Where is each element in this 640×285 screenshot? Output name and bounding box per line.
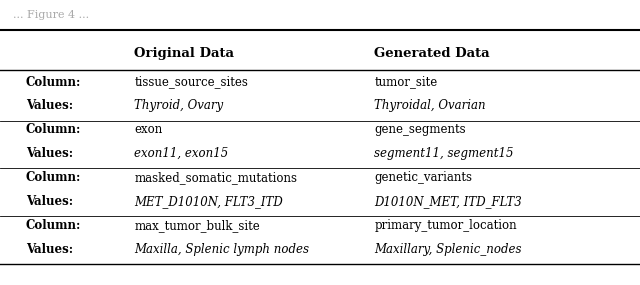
Text: Column:: Column: (26, 76, 81, 89)
Text: Maxillary, Splenic_nodes: Maxillary, Splenic_nodes (374, 243, 522, 256)
Text: Original Data: Original Data (134, 47, 234, 60)
Text: Column:: Column: (26, 123, 81, 137)
Text: Values:: Values: (26, 99, 73, 112)
Text: Values:: Values: (26, 195, 73, 208)
Text: tumor_site: tumor_site (374, 76, 438, 89)
Text: tissue_source_sites: tissue_source_sites (134, 76, 248, 89)
Text: MET_D1010N, FLT3_ITD: MET_D1010N, FLT3_ITD (134, 195, 283, 208)
Text: masked_somatic_mutations: masked_somatic_mutations (134, 171, 298, 184)
Text: genetic_variants: genetic_variants (374, 171, 472, 184)
Text: D1010N_MET, ITD_FLT3: D1010N_MET, ITD_FLT3 (374, 195, 522, 208)
Text: Thyroidal, Ovarian: Thyroidal, Ovarian (374, 99, 486, 112)
Text: exon: exon (134, 123, 163, 137)
Text: Generated Data: Generated Data (374, 47, 490, 60)
Text: Column:: Column: (26, 219, 81, 232)
Text: Thyroid, Ovary: Thyroid, Ovary (134, 99, 223, 112)
Text: exon11, exon15: exon11, exon15 (134, 147, 228, 160)
Text: ... Figure 4 ...: ... Figure 4 ... (13, 10, 89, 20)
Text: Values:: Values: (26, 243, 73, 256)
Text: Values:: Values: (26, 147, 73, 160)
Text: Maxilla, Splenic lymph nodes: Maxilla, Splenic lymph nodes (134, 243, 309, 256)
Text: gene_segments: gene_segments (374, 123, 466, 137)
Text: primary_tumor_location: primary_tumor_location (374, 219, 517, 232)
Text: Column:: Column: (26, 171, 81, 184)
Text: segment11, segment15: segment11, segment15 (374, 147, 514, 160)
Text: max_tumor_bulk_site: max_tumor_bulk_site (134, 219, 260, 232)
